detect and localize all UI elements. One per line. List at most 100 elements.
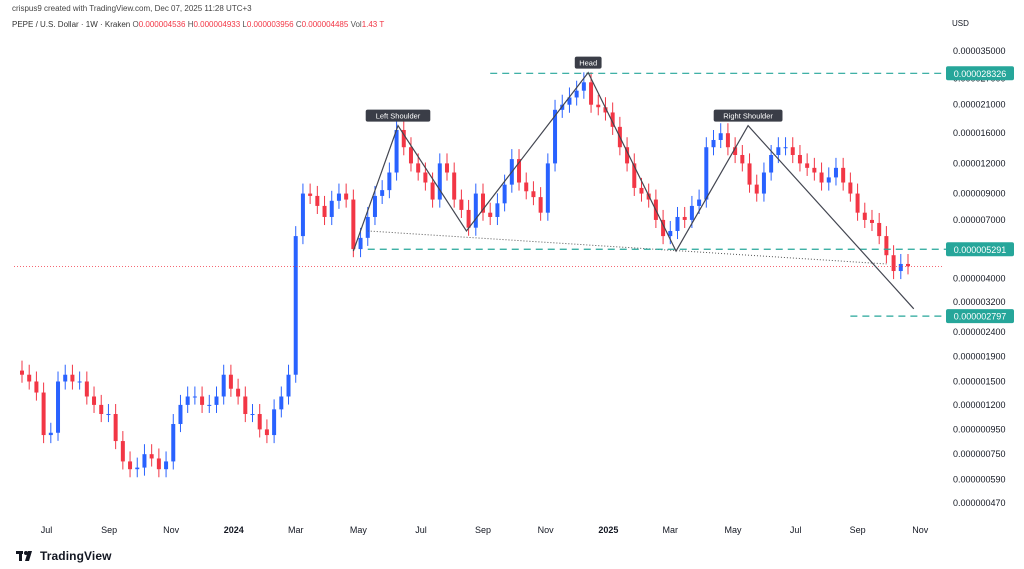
candle-body (308, 193, 313, 196)
candle-body (538, 197, 543, 213)
candle-body (797, 154, 802, 164)
candle-body (344, 193, 349, 200)
candle-body (372, 195, 377, 217)
candle-body (135, 467, 140, 470)
candle-body (106, 414, 111, 416)
low-value: 0.000003956 (246, 20, 294, 29)
candle-body (192, 396, 197, 398)
ohlc-legend: PEPE / U.S. Dollar · 1W · Kraken O0.0000… (12, 20, 384, 29)
candle-body (380, 190, 385, 196)
candle-body (142, 454, 147, 468)
candle-body (394, 129, 399, 173)
candle-body (754, 184, 759, 194)
candle-body (769, 154, 774, 173)
candle-body (221, 374, 226, 397)
candle-body (48, 432, 53, 436)
x-tick-label: May (724, 525, 742, 535)
candle-body (826, 177, 831, 183)
candle-body (819, 172, 824, 183)
low-label: L (242, 20, 247, 29)
candle-body (747, 163, 752, 185)
candle-body (884, 236, 889, 256)
candle-body (257, 414, 262, 430)
candle-body (336, 193, 341, 201)
candle-body (120, 441, 125, 462)
y-tick-label: 0.000004000 (953, 274, 1006, 284)
pattern-label-bg (574, 56, 602, 69)
volume-value: 1.43 T (361, 20, 385, 29)
y-tick-label: 0.000001900 (953, 352, 1006, 362)
candle-body (171, 424, 176, 462)
candle-body (264, 429, 269, 436)
candle-body (387, 172, 392, 191)
candle-body (610, 112, 615, 127)
x-tick-label: 2025 (598, 525, 618, 535)
candle-body (553, 109, 558, 164)
y-tick-label: 0.000000590 (953, 474, 1006, 484)
candle-body (128, 461, 133, 470)
candle-body (603, 107, 608, 113)
candle-body (20, 370, 24, 375)
candle-body (733, 147, 738, 155)
y-tick-label: 0.000000470 (953, 498, 1006, 508)
candle-body (236, 388, 241, 397)
candle-body (279, 396, 284, 410)
x-tick-label: Sep (101, 525, 117, 535)
candle-body (200, 396, 205, 405)
y-tick-label: 0.000003200 (953, 297, 1006, 307)
candle-body (589, 82, 594, 105)
brand-name: TradingView (40, 549, 112, 563)
candle-body (545, 163, 550, 213)
candle-body (869, 219, 874, 223)
candle-body (668, 230, 673, 237)
high-label: H (187, 20, 194, 29)
candle-body (113, 414, 118, 442)
candle-body (517, 159, 522, 183)
candle-body (848, 182, 853, 194)
y-tick-label: 0.000035000 (953, 46, 1006, 56)
candle-body (473, 193, 478, 228)
x-tick-label: Nov (912, 525, 929, 535)
candle-body (99, 404, 104, 415)
candle-body (841, 167, 846, 183)
y-tick-label: 0.000001500 (953, 376, 1006, 386)
x-tick-label: Nov (538, 525, 555, 535)
price-tag-bg (946, 66, 1014, 81)
candle-body (466, 209, 471, 228)
candle-body (27, 374, 32, 382)
candle-body (639, 187, 644, 194)
candle-body (502, 184, 507, 204)
volume-label: Vol (350, 20, 362, 29)
head-shoulders-pattern (352, 71, 915, 310)
candle-body (725, 133, 730, 148)
x-tick-label: Mar (663, 525, 679, 535)
candle-body (531, 191, 536, 198)
candle-body (581, 82, 586, 91)
y-tick-label: 0.000001200 (953, 400, 1006, 410)
x-tick-label: Jul (415, 525, 427, 535)
candle-body (34, 381, 39, 393)
candle-body (84, 381, 89, 397)
candle-body (250, 414, 255, 416)
candle-body (661, 219, 666, 237)
candle-body (898, 263, 903, 272)
candle-body (164, 461, 169, 470)
y-tick-label: 0.000002400 (953, 327, 1006, 337)
candle-body (704, 147, 709, 200)
candle-body (156, 458, 161, 470)
candle-body (682, 216, 687, 220)
candle-body (812, 167, 817, 173)
candle-body (437, 163, 442, 200)
candle-body (862, 212, 867, 220)
candle-body (423, 172, 428, 183)
y-tick-label: 0.000016000 (953, 128, 1006, 138)
candle-body (365, 216, 370, 238)
high-value: 0.000004933 (193, 20, 241, 29)
x-tick-label: Sep (850, 525, 866, 535)
pattern-label: Right Shoulder (723, 112, 773, 121)
candle-body (214, 396, 219, 405)
y-tick-label: 0.000021000 (953, 100, 1006, 110)
candle-body (358, 237, 363, 250)
tradingview-logo-icon (16, 551, 32, 561)
